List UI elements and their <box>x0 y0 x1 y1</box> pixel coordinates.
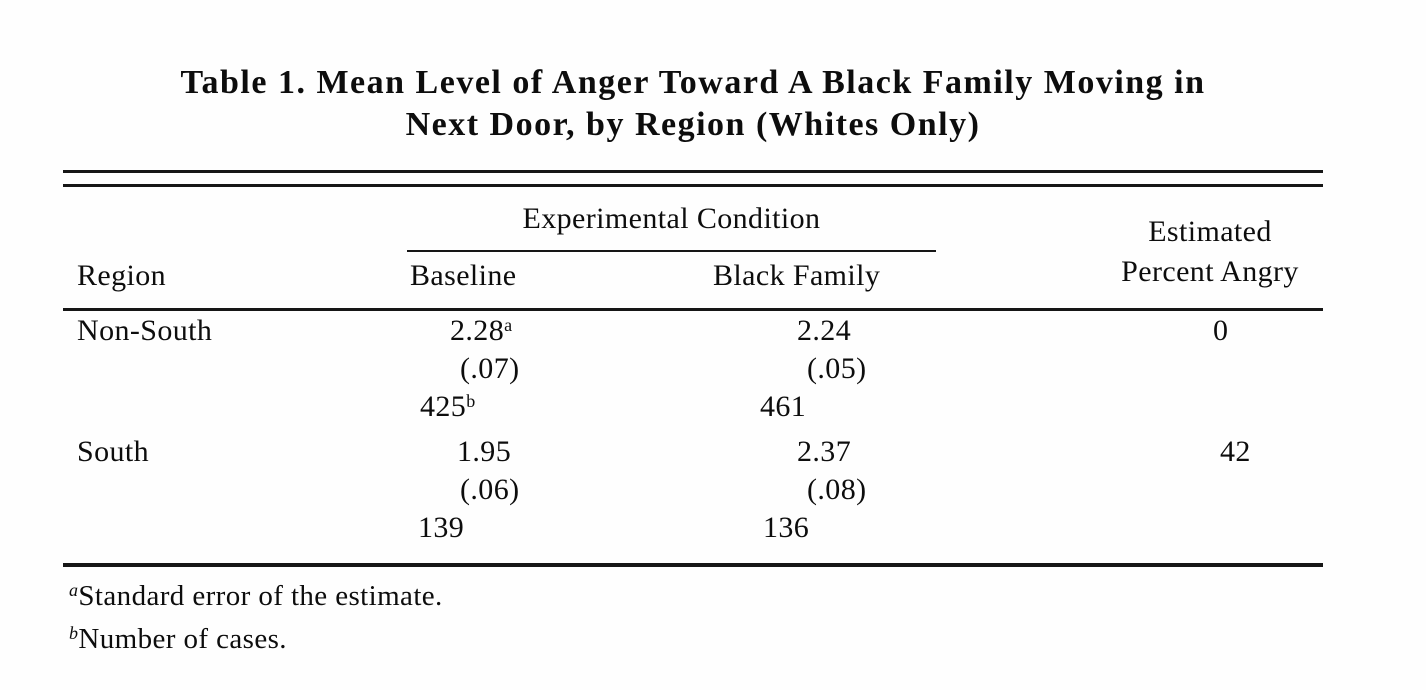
n-value: 425 <box>420 390 467 423</box>
row-south-region-label: South <box>77 435 150 468</box>
spanner-header-experimental-condition: Experimental Condition <box>522 202 821 235</box>
row-nonsouth-region-label: Non-South <box>77 314 213 347</box>
column-header-estimated-line2: Percent Angry <box>1121 255 1299 288</box>
row-south-blackfamily-se: (.08) <box>807 473 867 506</box>
spanner-rule <box>407 250 936 252</box>
footnote-marker-b: b <box>69 623 79 643</box>
row-south-blackfamily-mean: 2.37 <box>797 435 852 468</box>
footnote-number-of-cases: bNumber of cases. <box>69 621 287 657</box>
footnote-standard-error: aStandard error of the estimate. <box>69 578 443 614</box>
anger-by-region-table: Experimental Condition Estimated Percent… <box>63 170 1323 570</box>
footnote-marker-a-ref: a <box>504 315 513 335</box>
table-title-line1: Table 1. Mean Level of Anger Toward A Bl… <box>180 64 1206 101</box>
mean-value: 2.28 <box>450 314 505 347</box>
bottom-rule <box>63 563 1323 567</box>
table-title: Table 1. Mean Level of Anger Toward A Bl… <box>63 62 1323 146</box>
row-nonsouth-blackfamily-se: (.05) <box>807 352 867 385</box>
footnote-text: Number of cases. <box>78 623 287 655</box>
column-header-baseline: Baseline <box>410 259 517 292</box>
row-nonsouth-baseline-mean: 2.28a <box>450 313 512 349</box>
row-south-blackfamily-n: 136 <box>763 511 810 544</box>
row-nonsouth-baseline-n: 425b <box>420 389 475 425</box>
top-rule-lower <box>63 184 1323 187</box>
row-south-baseline-n: 139 <box>418 511 465 544</box>
column-header-region: Region <box>77 259 167 292</box>
row-nonsouth-baseline-se: (.07) <box>460 352 520 385</box>
row-south-baseline-se: (.06) <box>460 473 520 506</box>
column-header-black-family: Black Family <box>713 259 881 292</box>
top-rule-upper <box>63 170 1323 173</box>
footnote-marker-b-ref: b <box>466 391 476 411</box>
row-south-baseline-mean: 1.95 <box>457 435 512 468</box>
footnote-marker-a: a <box>69 580 79 600</box>
row-nonsouth-blackfamily-mean: 2.24 <box>797 314 852 347</box>
table-title-line2: Next Door, by Region (Whites Only) <box>405 106 981 143</box>
row-south-percent-angry: 42 <box>1220 435 1251 468</box>
footnote-text: Standard error of the estimate. <box>78 580 443 612</box>
header-rule <box>63 308 1323 311</box>
row-nonsouth-blackfamily-n: 461 <box>760 390 807 423</box>
row-nonsouth-percent-angry: 0 <box>1213 314 1229 347</box>
column-header-estimated-line1: Estimated <box>1148 215 1272 248</box>
